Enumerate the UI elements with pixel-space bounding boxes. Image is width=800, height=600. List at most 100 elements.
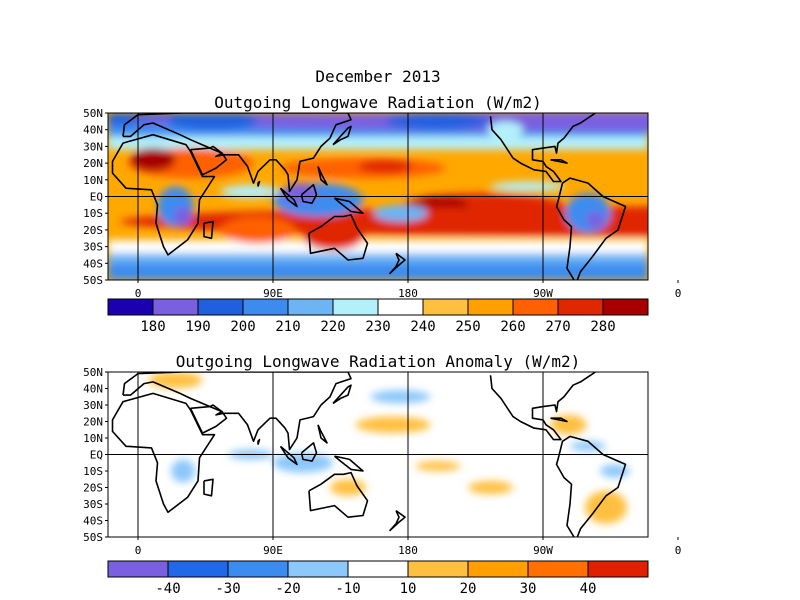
coastline-eurasia — [663, 372, 800, 450]
colorbar-swatch — [467, 560, 529, 578]
colorbar-label: 280 — [590, 319, 615, 335]
x-tick-label: 0 — [675, 544, 682, 557]
colorbar-label: 20 — [460, 581, 477, 597]
olr-sahara-core — [130, 148, 176, 172]
y-tick-label: 10S — [83, 207, 103, 220]
colorbar-label: -20 — [275, 581, 300, 597]
colorbar-swatch — [287, 298, 334, 316]
coastline-sri-lanka — [798, 182, 800, 187]
colorbar-swatch — [347, 560, 409, 578]
coastline-sumatra — [279, 445, 298, 466]
colorbar-swatch — [167, 560, 229, 578]
y-tick-label: EQ — [90, 449, 103, 462]
olr-south-mid — [108, 239, 648, 254]
coastline-madagascar — [203, 478, 214, 497]
y-tick-label: 10N — [83, 432, 103, 445]
coastline-new-guinea — [333, 455, 364, 472]
coastline-africa — [111, 392, 216, 514]
x-tick-label: 180 — [398, 544, 418, 557]
anom-maritime-neg — [273, 452, 333, 473]
coastline-australia — [308, 214, 369, 261]
colorbar-swatch — [242, 298, 289, 316]
olr-itcz-indian — [220, 184, 281, 199]
colorbar-label: 210 — [275, 319, 300, 335]
coastline-nz — [389, 509, 406, 532]
olr-africa-core — [174, 206, 192, 227]
coastline-n-america — [0, 372, 56, 440]
x-tick-label: 0 — [675, 287, 682, 300]
y-tick-label: 10N — [83, 174, 103, 187]
coastline-greenland — [56, 347, 79, 372]
colorbar-label: 30 — [520, 581, 537, 597]
x-tick-label: 0 — [135, 544, 142, 557]
coastline-sri-lanka — [798, 440, 800, 445]
x-tick-label: 90W — [533, 287, 553, 300]
y-tick-label: 20S — [83, 224, 103, 237]
anomaly-colorbar: -40 -30 -20 -10 10 20 30 40 — [107, 560, 649, 597]
coastline-cuba — [550, 159, 568, 164]
coastline-sumatra — [279, 187, 298, 208]
olr-south-band-deep — [108, 263, 648, 280]
coastline-japan — [332, 384, 352, 405]
y-tick-label: 40S — [83, 515, 103, 528]
coastline-uk — [669, 100, 680, 113]
coastline-eurasia — [663, 113, 800, 192]
colorbar-label: 270 — [545, 319, 570, 335]
colorbar-swatch — [287, 560, 349, 578]
anom-atl-neg — [570, 441, 606, 452]
anom-npac-pos — [355, 416, 431, 434]
coastline-uk — [669, 359, 680, 372]
y-tick-label: 40N — [83, 124, 103, 137]
y-tick-label: 40S — [83, 257, 103, 270]
coastline-philippines — [317, 166, 328, 186]
coastline-sri-lanka — [257, 180, 261, 187]
y-tick-label: 30N — [83, 399, 103, 412]
y-tick-label: 30S — [83, 498, 103, 511]
colorbar-label: 230 — [365, 319, 390, 335]
coastline-philippines — [317, 424, 328, 444]
olr-europe-cold — [168, 113, 258, 130]
colorbar-swatch — [527, 560, 589, 578]
colorbar-swatch — [107, 298, 154, 316]
x-tick-label: 180 — [398, 287, 418, 300]
y-tick-label: 20N — [83, 157, 103, 170]
coastline-s-america — [555, 177, 627, 280]
coastline-cuba — [11, 160, 28, 163]
y-tick-label: 50N — [83, 107, 103, 120]
y-tick-label: 50S — [83, 531, 103, 544]
coastline-africa — [653, 135, 755, 255]
coastline-arabia — [189, 147, 228, 176]
colorbar-swatch — [587, 560, 649, 578]
colorbar-label: 200 — [230, 319, 255, 335]
figure-title: December 2013 — [315, 67, 440, 86]
anom-europe-pos — [148, 372, 203, 389]
coastline-japan — [332, 125, 352, 146]
olr-north-mid — [108, 136, 648, 150]
olr-npac-storm — [385, 113, 491, 130]
olr-colorbar: 180 190 200 210 220 230 240 250 260 270 280 — [107, 298, 649, 335]
anom-samerica-pos — [585, 490, 627, 524]
coastline-africa — [111, 133, 216, 256]
colorbar-swatch — [152, 298, 199, 316]
colorbar-label: -10 — [335, 581, 360, 597]
coastline-nz — [389, 252, 406, 275]
coastline-africa — [653, 393, 755, 512]
colorbar-label: 260 — [500, 319, 525, 335]
coastline-greenland — [56, 88, 79, 113]
colorbar-swatch — [422, 298, 469, 316]
coastline-s-america — [555, 435, 627, 537]
colorbar-label: 190 — [185, 319, 210, 335]
coastline-borneo — [300, 442, 318, 462]
colorbar-label: 40 — [580, 581, 597, 597]
coastline-greenland — [595, 113, 597, 114]
colorbar-label: -30 — [215, 581, 240, 597]
x-tick-label: 90E — [263, 287, 283, 300]
panel1-title: Outgoing Longwave Radiation (W/m2) — [214, 93, 542, 112]
colorbar-label: 220 — [320, 319, 345, 335]
coastline-s-america — [17, 178, 86, 283]
colorbar-swatch — [512, 298, 559, 316]
coastline-cuba — [11, 418, 28, 421]
anom-npac-neg — [370, 390, 431, 404]
colorbar-swatch — [332, 298, 379, 316]
